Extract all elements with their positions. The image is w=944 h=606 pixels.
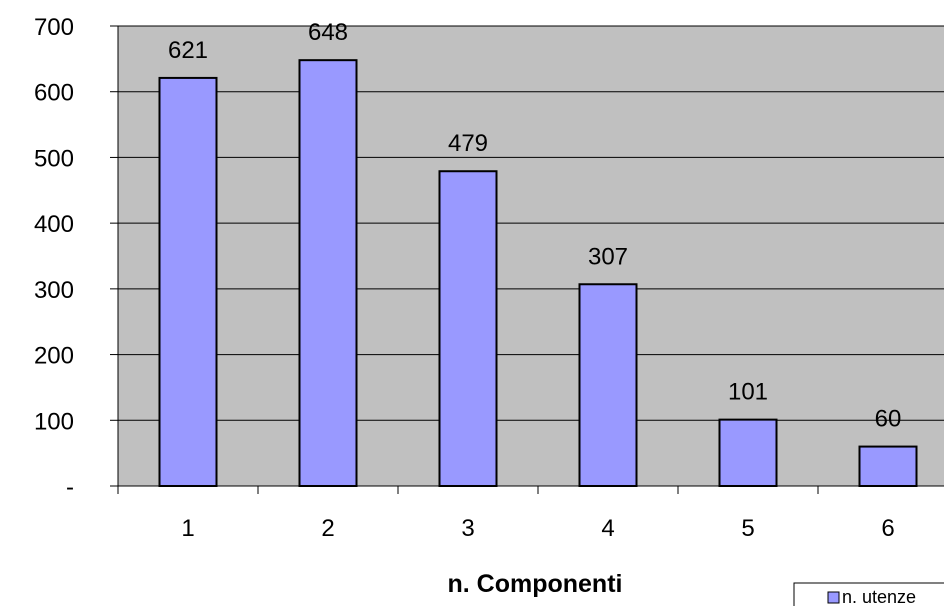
y-tick-label: 500	[34, 145, 74, 172]
x-tick-label: 2	[321, 515, 334, 542]
data-label-1: 621	[168, 37, 208, 64]
bar-6	[858, 445, 918, 488]
data-label-6: 60	[875, 406, 902, 433]
bar-3	[438, 170, 498, 487]
legend-swatch	[827, 591, 840, 604]
y-tick-label: -	[66, 474, 74, 501]
y-tick-label: 300	[34, 277, 74, 304]
x-tick-label: 6	[881, 515, 894, 542]
y-tick-label: 700	[34, 14, 74, 41]
y-tick-label: 100	[34, 408, 74, 435]
x-axis-title: n. Componenti	[448, 570, 623, 598]
plot-area	[118, 26, 944, 486]
bar-5	[718, 418, 778, 487]
x-tick-label: 3	[461, 515, 474, 542]
bar-1	[158, 76, 218, 488]
data-label-5: 101	[728, 379, 768, 406]
x-tick-label: 5	[741, 515, 754, 542]
bar-4	[578, 283, 638, 487]
y-tick-label: 600	[34, 80, 74, 107]
legend: n. utenze	[793, 582, 944, 606]
data-label-4: 307	[588, 243, 628, 270]
legend-label: n. utenze	[842, 587, 916, 606]
y-tick-label: 400	[34, 211, 74, 238]
bar-2	[298, 59, 358, 488]
data-label-2: 648	[308, 19, 348, 46]
data-label-3: 479	[448, 130, 488, 157]
x-tick-label: 4	[601, 515, 614, 542]
x-tick-label: 1	[181, 515, 194, 542]
y-tick-label: 200	[34, 343, 74, 370]
